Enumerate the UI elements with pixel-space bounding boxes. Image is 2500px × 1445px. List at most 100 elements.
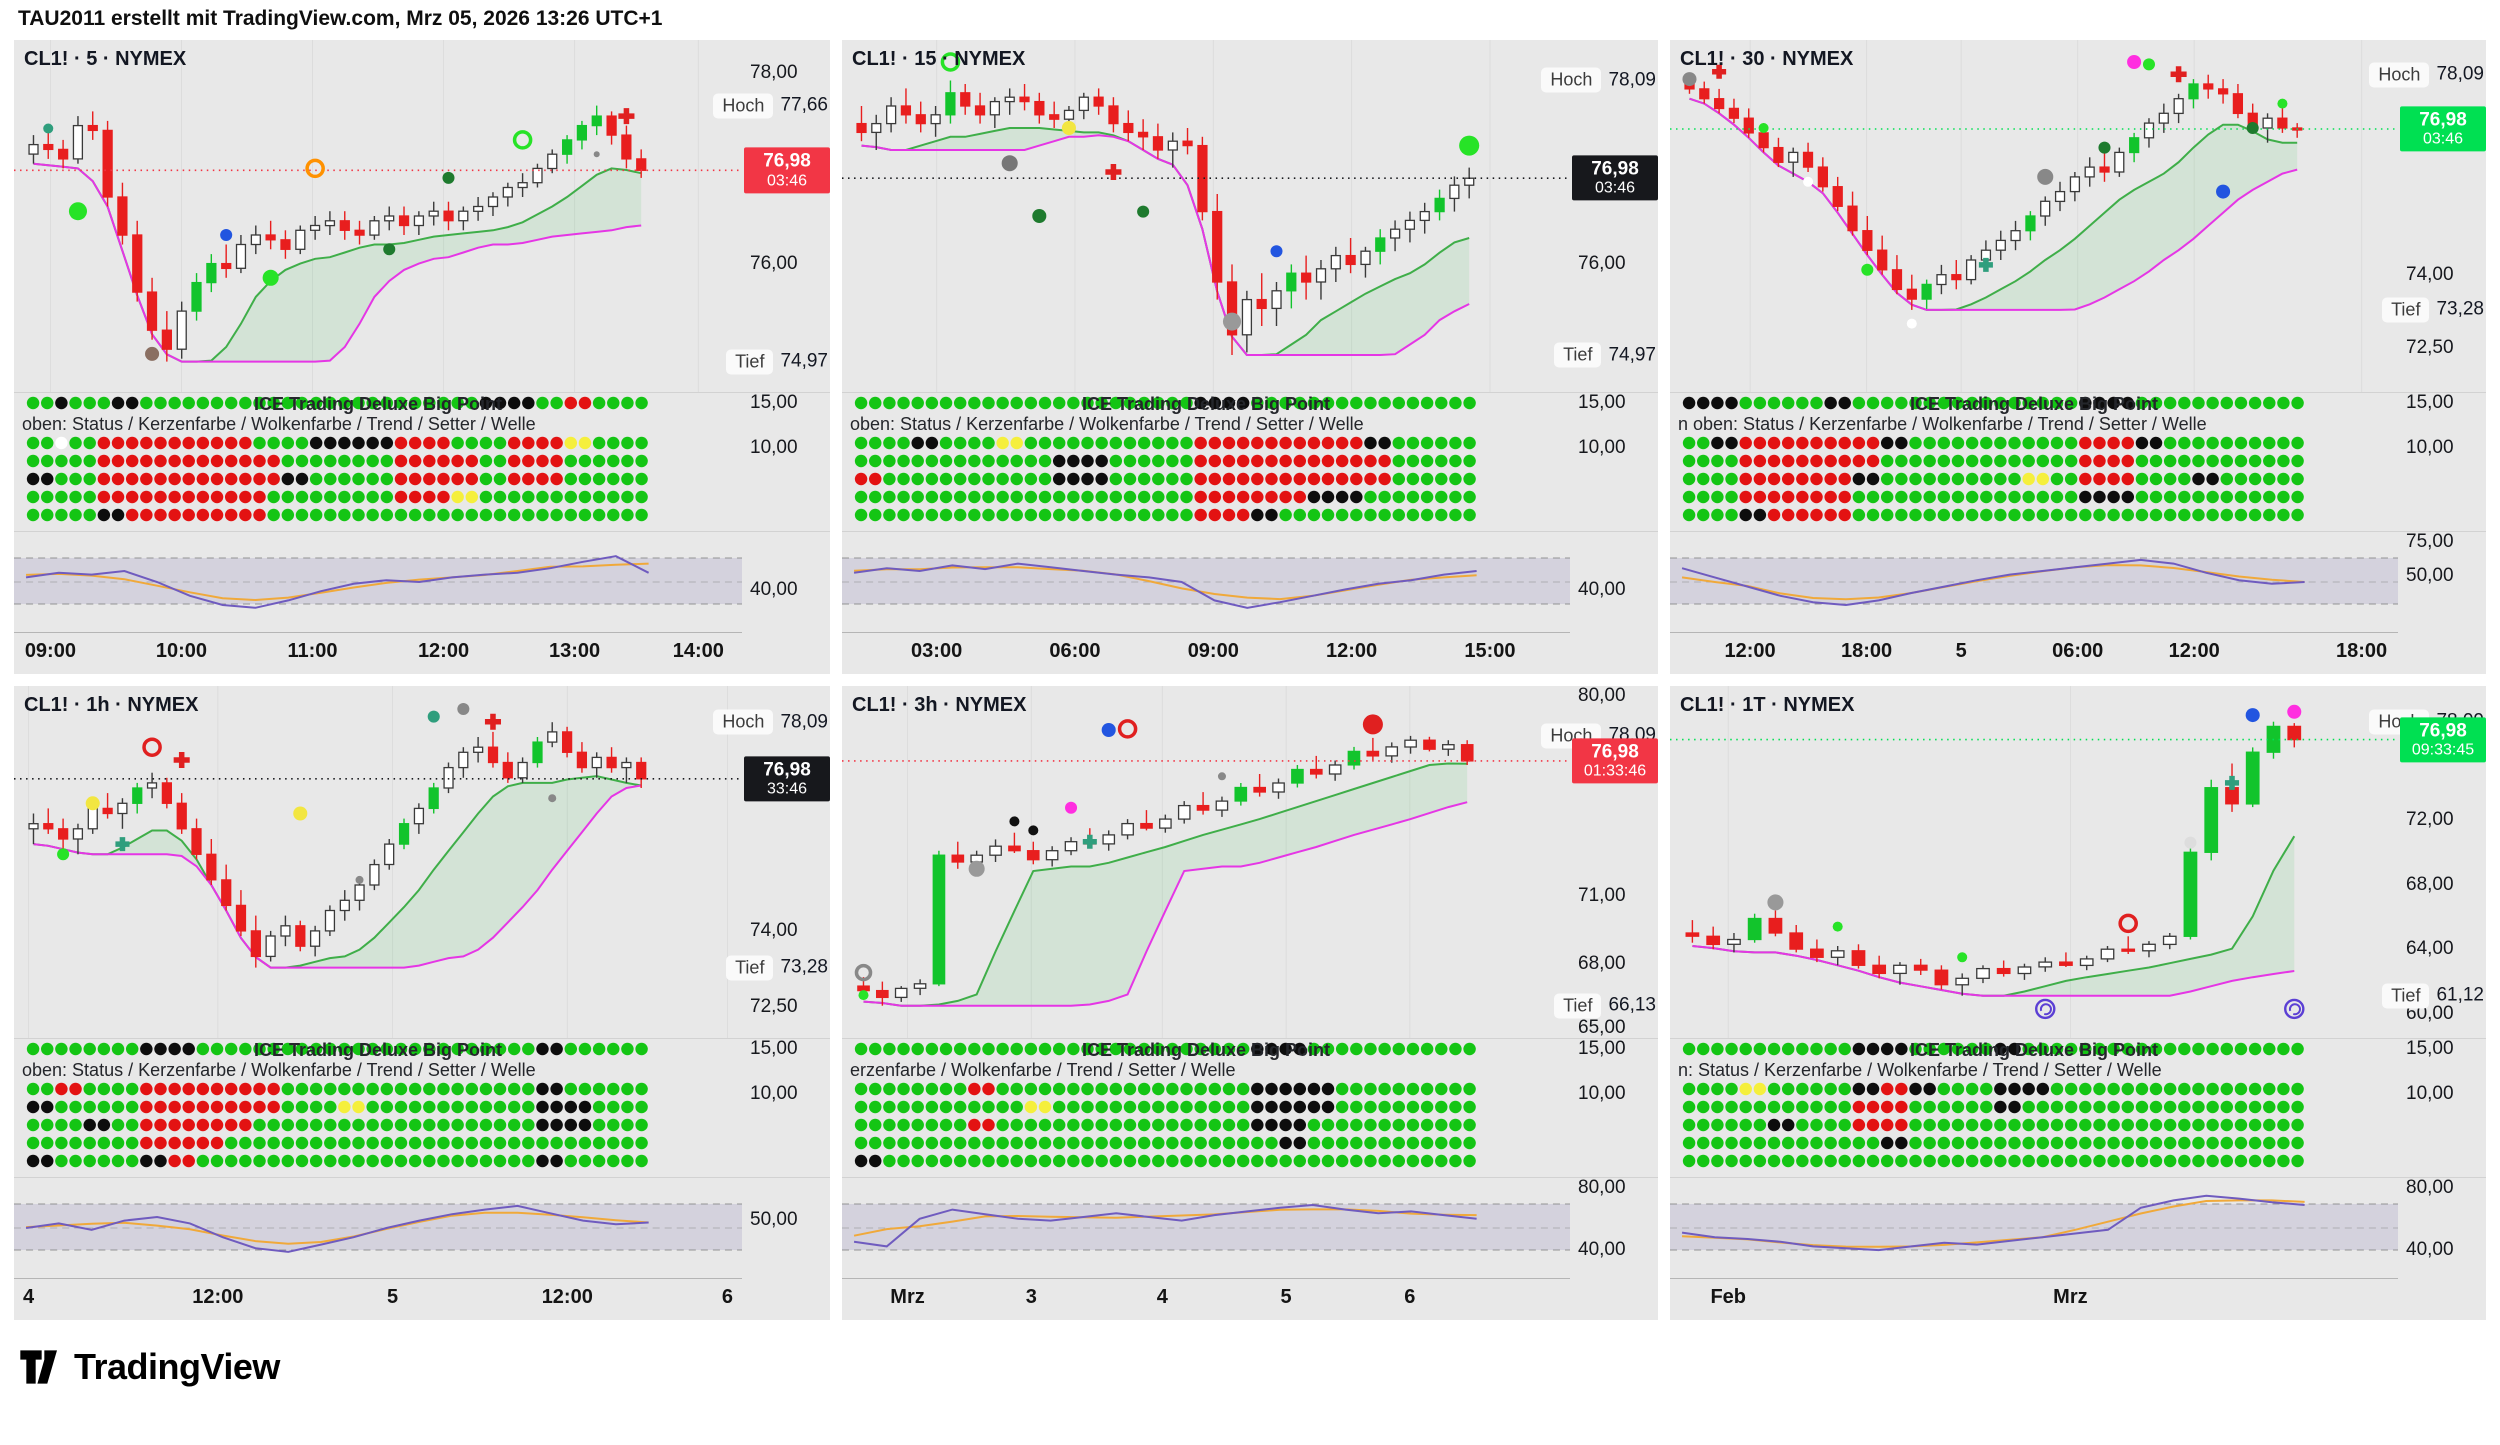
indicator-title[interactable]: ICE Trading Deluxe Big Point [1909,1040,2159,1060]
indicator-title[interactable]: ICE Trading Deluxe Big Point [1081,394,1331,414]
dot-matrix-scale-label: 15,00 [750,392,798,413]
oscillator-indicator[interactable] [842,532,1570,632]
oscillator-indicator[interactable] [14,1178,742,1278]
high-label-value: 78,09 [2436,63,2484,85]
candlestick-chart[interactable] [842,686,1570,1038]
price-scale[interactable]: 80,00 71,00 68,00 65,00 [1570,686,1658,1038]
time-axis-label: 4 [1156,1286,1168,1308]
low-label-pill: Tief [1554,993,1602,1019]
dot-matrix-scale-label: 10,00 [2406,437,2454,459]
time-axis[interactable]: 03:00 06:00 09:00 12:00 15:00 [842,632,1570,673]
indicator-title[interactable]: ICE Trading Deluxe Big Point [1909,394,2159,414]
dot-matrix-scale[interactable]: 15,00 10,00 [2398,1038,2486,1177]
candlestick-chart[interactable] [1670,40,2398,392]
dot-matrix-scale[interactable]: 15,00 10,00 [2398,392,2486,531]
dot-matrix-indicator[interactable] [1670,1039,2398,1177]
attribution-bar: TAU2011 erstellt mit TradingView.com, Mr… [0,0,2500,38]
price-scale-label: 74,00 [750,919,798,941]
dot-matrix-indicator[interactable] [14,393,742,531]
chart-title[interactable]: CL1! · 30 · NYMEX [1680,48,1854,70]
time-axis-label: 5 [1280,1286,1292,1308]
time-axis[interactable]: 12:00 18:00 5 06:00 12:00 18:00 [1670,632,2398,673]
oscillator-scale[interactable]: 75,00 50,00 [2398,531,2486,632]
time-axis-label: 3 [1025,1286,1037,1308]
chart-title[interactable]: CL1! · 15 · NYMEX [852,48,1026,70]
price-scale[interactable]: 74,00 72,50 [2398,40,2486,392]
oscillator-scale-label: 40,00 [2406,1239,2454,1260]
oscillator-indicator[interactable] [14,532,742,632]
dot-matrix-scale[interactable]: 15,00 10,00 [742,392,830,531]
price-scale-label: 74,00 [2406,263,2454,285]
dot-matrix-indicator[interactable] [842,393,1570,531]
chart-grid: CL1! · 5 · NYMEX 78,00 76,00 Hoch 77,66 Tie… [0,38,2500,1320]
low-label: Tief 73,28 [2382,297,2484,323]
candlestick-chart[interactable] [1670,686,2398,1038]
high-label-value: 78,09 [1608,69,1656,91]
oscillator-scale[interactable]: 40,00 [1570,532,1658,632]
price-scale-label: 72,50 [750,996,798,1018]
high-label: Hoch 78,09 [713,709,828,735]
chart-title[interactable]: CL1! · 1h · NYMEX [24,694,199,716]
time-axis[interactable]: Feb Mrz [1670,1278,2398,1319]
tradingview-logo-icon[interactable] [18,1349,60,1385]
price-scale[interactable]: 76,00 [1570,40,1658,392]
dot-matrix-scale-label: 10,00 [1578,1083,1626,1105]
dot-matrix-scale[interactable]: 15,00 10,00 [1570,392,1658,531]
time-axis-label: Mrz [890,1286,925,1308]
dot-matrix-indicator[interactable] [14,1039,742,1177]
candlestick-chart[interactable] [842,40,1570,392]
dot-matrix-scale[interactable]: 15,00 10,00 [742,1038,830,1177]
time-axis[interactable]: 09:00 10:00 11:00 12:00 13:00 14:00 [14,632,742,673]
time-axis-label: 09:00 [1187,640,1239,662]
time-axis-label: 18:00 [1840,640,1893,662]
price-pane: CL1! · 5 · NYMEX 78,00 76,00 Hoch 77,66 Tie… [14,40,830,392]
low-label-pill: Tief [2382,983,2430,1009]
price-scale-label: 64,00 [2406,938,2454,960]
dot-matrix-indicator[interactable] [1670,393,2398,531]
dot-matrix-scale-label: 15,00 [750,1038,798,1059]
time-axis-label: 06:00 [2052,640,2104,662]
oscillator-indicator[interactable] [1670,532,2398,632]
oscillator-indicator[interactable] [1670,1178,2398,1278]
chart-title[interactable]: CL1! · 1T · NYMEX [1680,694,1855,716]
low-label-pill: Tief [726,955,774,981]
last-price-label: 76,98 03:46 [744,147,830,193]
high-label-pill: Hoch [1541,67,1602,93]
low-label-value: 61,12 [2436,984,2484,1006]
high-label-value: 77,66 [780,94,828,116]
tradingview-brand-text[interactable]: TradingView [74,1346,280,1387]
dot-matrix-scale-label: 15,00 [1578,392,1626,413]
oscillator-scale[interactable]: 80,00 40,00 [1570,1177,1658,1278]
candlestick-chart[interactable] [14,686,742,1038]
dot-matrix-indicator[interactable] [842,1039,1570,1177]
oscillator-scale-label: 80,00 [2406,1177,2454,1198]
time-axis[interactable]: Mrz 3 4 5 6 [842,1278,1570,1319]
indicator-title[interactable]: ICE Trading Deluxe Big Point [253,394,503,414]
indicator-legend: oben: Status / Kerzenfarbe / Wolkenfarbe… [22,414,536,434]
time-axis-label: 12:00 [2168,640,2220,662]
indicator-title[interactable]: ICE Trading Deluxe Big Point [1081,1040,1331,1060]
oscillator-pane: 50,00 [14,1177,830,1278]
dot-matrix-scale-label: 15,00 [1578,1038,1626,1059]
price-scale-label: 68,00 [2406,873,2454,895]
price-scale[interactable]: 78,00 76,00 [742,40,830,392]
time-axis[interactable]: 4 12:00 5 12:00 6 [14,1278,742,1319]
time-axis-label: Feb [1710,1286,1747,1308]
oscillator-scale[interactable]: 40,00 [742,532,830,632]
time-axis-label: 5 [386,1286,399,1308]
chart-title[interactable]: CL1! · 3h · NYMEX [852,694,1027,716]
indicator-title[interactable]: ICE Trading Deluxe Big Point [253,1040,503,1060]
low-label: Tief 74,97 [1554,342,1656,368]
chart-title[interactable]: CL1! · 5 · NYMEX [24,48,187,70]
oscillator-scale-label: 40,00 [1578,579,1626,600]
last-price-time: 09:33:45 [2411,741,2475,759]
price-scale[interactable]: 74,00 72,50 [742,686,830,1038]
dot-matrix-scale[interactable]: 15,00 10,00 [1570,1038,1658,1177]
candlestick-chart[interactable] [14,40,742,392]
oscillator-scale[interactable]: 50,00 [742,1178,830,1278]
time-axis-label: 5 [1955,640,1967,662]
oscillator-scale[interactable]: 80,00 40,00 [2398,1177,2486,1278]
oscillator-indicator[interactable] [842,1178,1570,1278]
dot-matrix-scale-label: 10,00 [750,1083,798,1105]
